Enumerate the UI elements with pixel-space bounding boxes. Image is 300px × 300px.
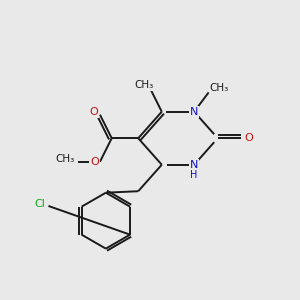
Text: O: O bbox=[90, 107, 98, 117]
Text: N: N bbox=[190, 107, 198, 117]
Text: O: O bbox=[90, 157, 99, 167]
Text: Cl: Cl bbox=[35, 200, 46, 209]
Text: N: N bbox=[190, 160, 198, 170]
Text: CH₃: CH₃ bbox=[55, 154, 74, 164]
Text: CH₃: CH₃ bbox=[210, 83, 229, 93]
Text: H: H bbox=[190, 170, 198, 180]
Text: CH₃: CH₃ bbox=[134, 80, 154, 90]
Text: O: O bbox=[244, 133, 253, 143]
